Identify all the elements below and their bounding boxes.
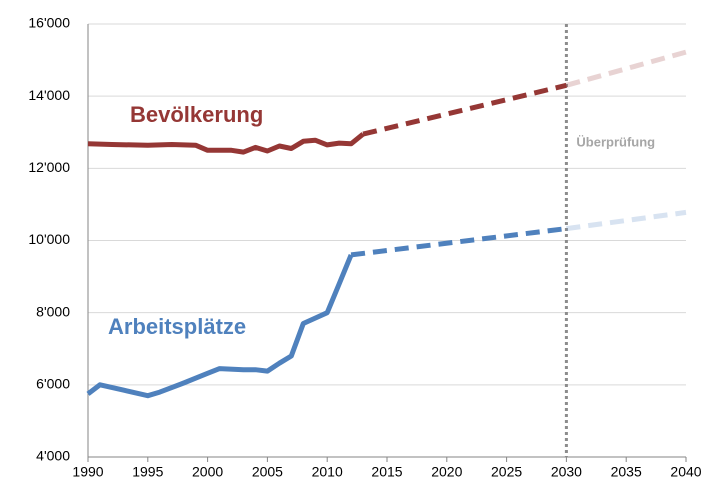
y-tick-label: 12'000 xyxy=(28,159,70,175)
x-tick-label: 2020 xyxy=(431,464,462,480)
projection-faded-line xyxy=(565,49,687,88)
x-tick-label: 1995 xyxy=(132,464,163,480)
review-label: Überprüfung xyxy=(576,134,655,149)
y-tick-label: 4'000 xyxy=(36,448,70,464)
history-line xyxy=(86,253,354,399)
series-label: Arbeitsplätze xyxy=(108,314,246,339)
projection-faded-line xyxy=(566,209,687,232)
y-tick-label: 8'000 xyxy=(36,303,70,319)
y-tick-label: 14'000 xyxy=(28,87,70,103)
x-tick-label: 2030 xyxy=(551,464,582,480)
y-tick-label: 16'000 xyxy=(28,15,70,31)
projection-line xyxy=(350,226,567,258)
series-label: Bevölkerung xyxy=(130,102,263,127)
y-tick-label: 10'000 xyxy=(28,231,70,247)
projection-line xyxy=(362,82,567,137)
x-tick-label: 2000 xyxy=(192,464,223,480)
x-tick-label: 2005 xyxy=(252,464,283,480)
x-tick-label: 2010 xyxy=(312,464,343,480)
x-tick-label: 2015 xyxy=(371,464,402,480)
y-tick-label: 6'000 xyxy=(36,376,70,392)
history-line xyxy=(87,132,365,155)
x-tick-label: 1990 xyxy=(72,464,103,480)
x-tick-label: 2035 xyxy=(611,464,642,480)
x-tick-label: 2040 xyxy=(670,464,701,480)
x-tick-label: 2025 xyxy=(491,464,522,480)
